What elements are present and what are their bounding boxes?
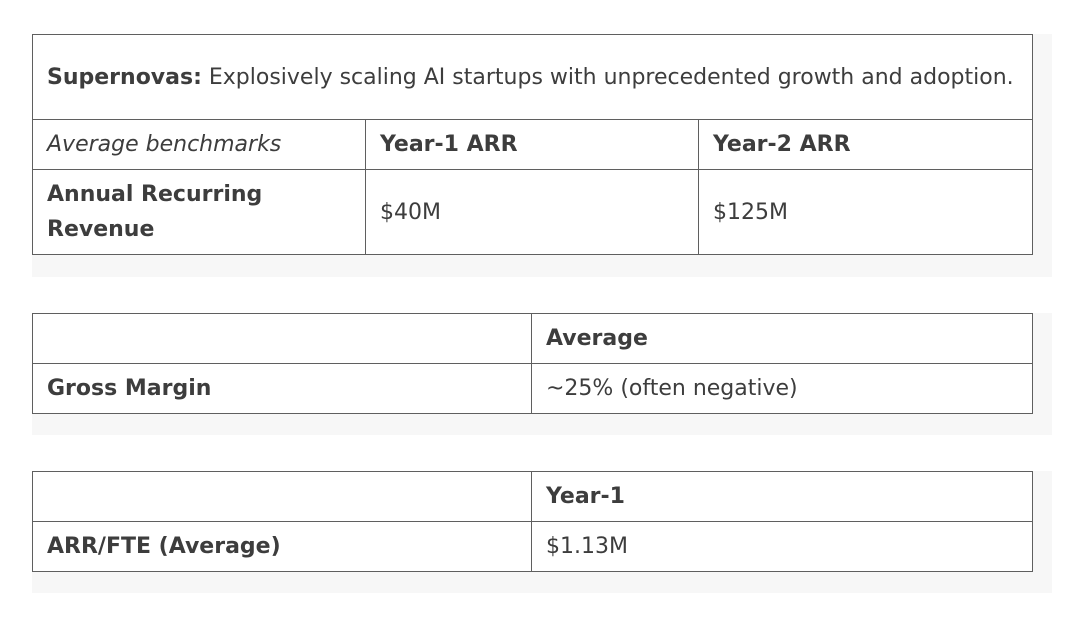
table-row: ARR/FTE (Average) $1.13M — [32, 521, 1033, 572]
table-header-row: Average — [32, 313, 1033, 364]
supernovas-arr-table: Supernovas: Explosively scaling AI start… — [31, 34, 1034, 255]
header-average: Average — [531, 313, 1033, 364]
table-header-row: Average benchmarks Year-1 ARR Year-2 ARR — [32, 119, 1034, 170]
row-label-gross-margin: Gross Margin — [32, 363, 532, 414]
cell-gross-margin-value: ~25% (often negative) — [531, 363, 1033, 414]
row-label-annual-recurring-revenue: Annual Recurring Revenue — [32, 169, 366, 255]
arr-fte-table: Year-1 ARR/FTE (Average) $1.13M — [32, 471, 1033, 572]
gross-margin-table-container: Average Gross Margin ~25% (often negativ… — [32, 313, 1052, 435]
table-row: Gross Margin ~25% (often negative) — [32, 363, 1033, 414]
cell-year-1-arr-value: $40M — [365, 169, 699, 255]
header-average-benchmarks: Average benchmarks — [32, 119, 366, 170]
header-year-1-arr: Year-1 ARR — [365, 119, 699, 170]
arr-fte-table-container: Year-1 ARR/FTE (Average) $1.13M — [32, 471, 1052, 593]
cell-arr-fte-value: $1.13M — [531, 521, 1033, 572]
supernovas-table-container: Supernovas: Explosively scaling AI start… — [31, 34, 1052, 277]
table-title-row: Supernovas: Explosively scaling AI start… — [31, 34, 1034, 120]
header-year-1: Year-1 — [531, 471, 1033, 522]
cell-year-2-arr-value: $125M — [697, 169, 1034, 255]
table-title-term: Supernovas: — [47, 64, 202, 90]
header-empty-cell — [32, 471, 532, 522]
table-title-cell: Supernovas: Explosively scaling AI start… — [31, 34, 1034, 120]
table-header-row: Year-1 — [32, 471, 1033, 522]
row-label-arr-fte-average: ARR/FTE (Average) — [32, 521, 532, 572]
header-year-2-arr: Year-2 ARR — [697, 119, 1034, 170]
table-row: Annual Recurring Revenue $40M $125M — [32, 169, 1034, 255]
header-empty-cell — [32, 313, 532, 364]
gross-margin-table: Average Gross Margin ~25% (often negativ… — [32, 313, 1033, 414]
table-title-description: Explosively scaling AI startups with unp… — [201, 64, 1014, 90]
